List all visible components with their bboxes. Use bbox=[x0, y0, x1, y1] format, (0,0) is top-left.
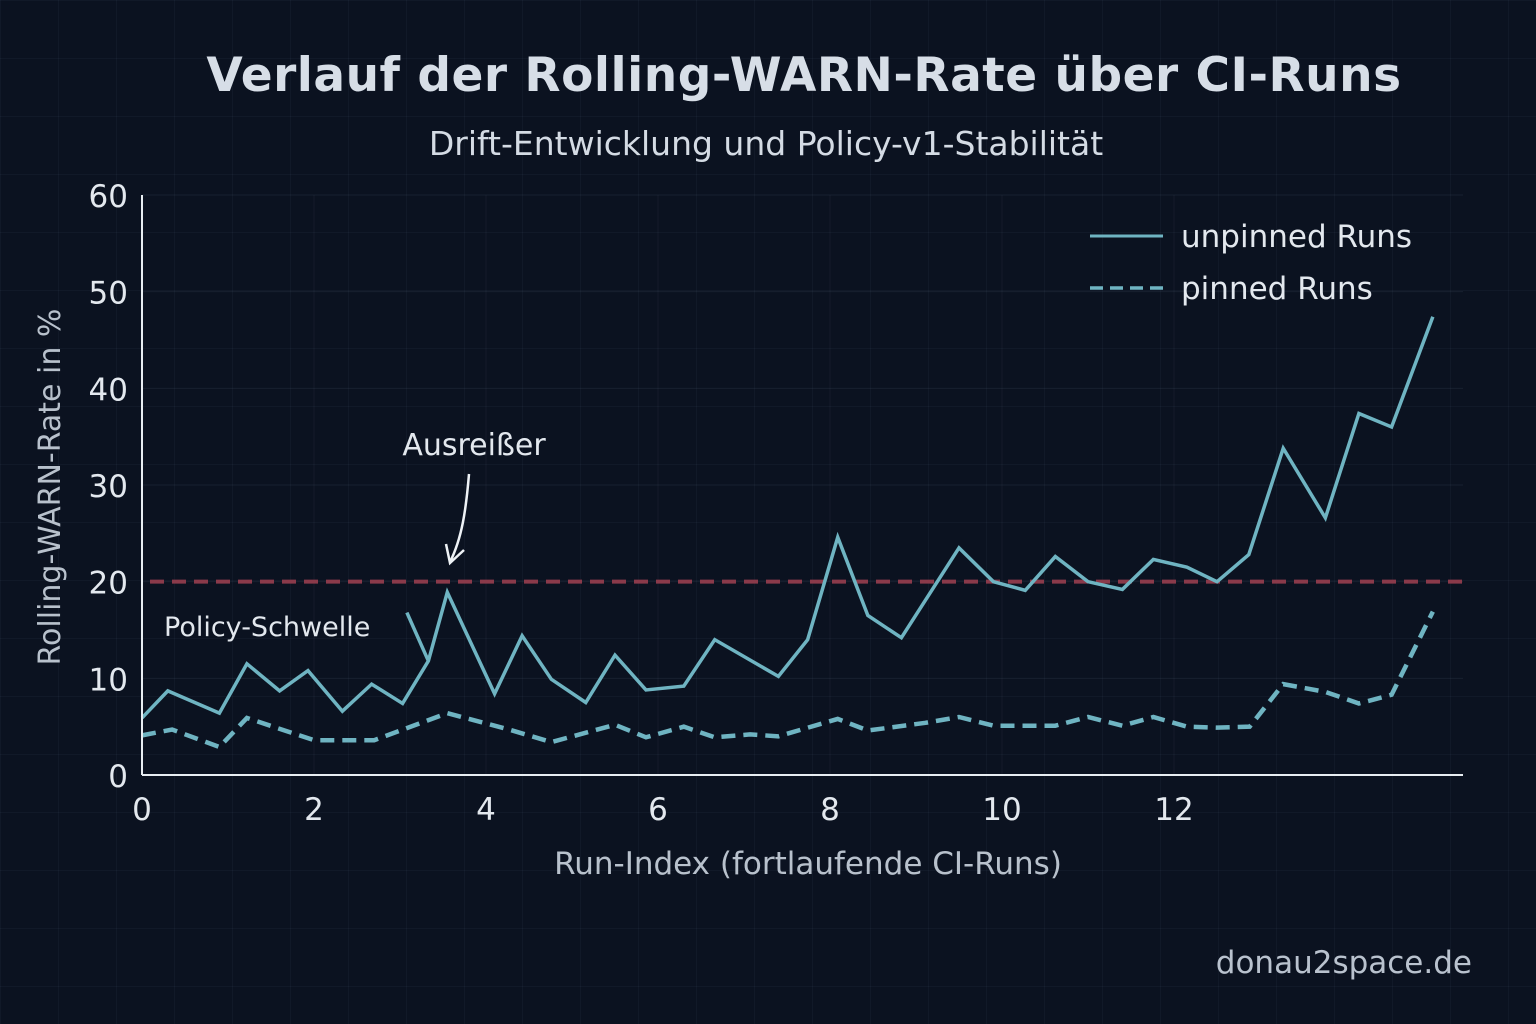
y-tick-label: 50 bbox=[89, 276, 128, 312]
axes-layer bbox=[141, 195, 1463, 776]
chart-title: Verlauf der Rolling-WARN-Rate über CI-Ru… bbox=[206, 48, 1402, 103]
watermark: donau2space.de bbox=[1215, 945, 1472, 981]
y-tick-label: 20 bbox=[89, 566, 128, 602]
series-layer bbox=[140, 316, 1435, 750]
x-tick-label: 6 bbox=[648, 792, 668, 828]
outlier-arrowhead-icon bbox=[444, 543, 465, 566]
x-tick-label: 2 bbox=[304, 792, 324, 828]
series-line-unpinned bbox=[140, 316, 1435, 720]
outlier-arrow-icon bbox=[448, 473, 471, 563]
y-tick-label: 0 bbox=[108, 759, 128, 795]
x-tick-label: 8 bbox=[820, 792, 840, 828]
threshold-label: Policy-Schwelle bbox=[164, 612, 370, 643]
x-tick-label: 10 bbox=[982, 792, 1021, 828]
x-tick-label: 4 bbox=[476, 792, 496, 828]
x-tick-label: 12 bbox=[1154, 792, 1193, 828]
chart-subtitle: Drift-Entwicklung und Policy-v1-Stabilit… bbox=[428, 124, 1104, 163]
plot-gridlines bbox=[141, 194, 1463, 776]
y-axis-label: Rolling-WARN-Rate in % bbox=[33, 309, 68, 666]
y-tick-label: 10 bbox=[89, 662, 128, 698]
x-axis-label: Run-Index (fortlaufende CI-Runs) bbox=[554, 846, 1062, 882]
y-tick-label: 60 bbox=[89, 179, 128, 215]
series-line-pinned bbox=[141, 610, 1435, 750]
y-tick-label: 40 bbox=[89, 372, 128, 408]
legend: unpinned Runs pinned Runs bbox=[1090, 219, 1412, 307]
x-tick-label: 0 bbox=[132, 792, 152, 828]
legend-label-pinned: pinned Runs bbox=[1181, 271, 1373, 307]
y-tick-label: 30 bbox=[89, 469, 128, 505]
tick-labels: 0 10 20 30 40 50 60 0 2 4 6 8 10 12 bbox=[89, 179, 1194, 828]
outlier-annotation-label: Ausreißer bbox=[402, 428, 546, 463]
legend-label-unpinned: unpinned Runs bbox=[1181, 219, 1412, 255]
stray-line-segment bbox=[405, 611, 430, 662]
